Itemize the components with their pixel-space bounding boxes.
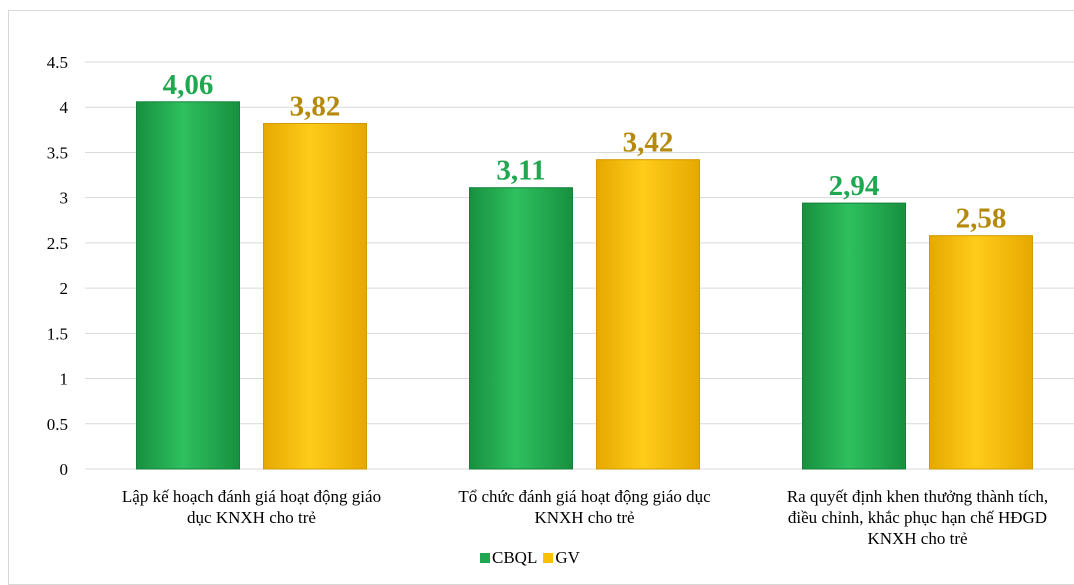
x-category-label: Tổ chức đánh giá hoạt động giáo dục KNXH… xyxy=(458,487,711,527)
legend-item-cbql: CBQL xyxy=(480,548,537,568)
y-axis-ticks: 0 0.5 1 1.5 2 2.5 3 3.5 4 4.5 xyxy=(47,53,69,479)
legend-item-gv: GV xyxy=(543,548,580,568)
data-label-gv-1: 3,42 xyxy=(623,127,674,159)
y-tick-label: 2.5 xyxy=(47,234,68,253)
data-labels: 4,06 3,82 3,11 3,42 2,94 2,58 xyxy=(163,69,1007,235)
bars xyxy=(136,101,1033,470)
data-label-cbql-0: 4,06 xyxy=(163,69,214,101)
y-tick-label: 1.5 xyxy=(47,324,68,343)
y-tick-label: 4 xyxy=(60,98,69,117)
data-label-cbql-2: 2,94 xyxy=(829,170,880,202)
bar-gv-0 xyxy=(263,123,367,470)
bar-gv-1 xyxy=(596,159,700,470)
data-label-cbql-1: 3,11 xyxy=(496,155,545,187)
legend-swatch-cbql-icon xyxy=(480,553,490,563)
data-label-gv-2: 2,58 xyxy=(956,203,1007,235)
y-tick-label: 0.5 xyxy=(47,415,68,434)
bar-gv-2 xyxy=(929,235,1033,470)
legend: CBQL GV xyxy=(480,548,586,568)
legend-label-gv: GV xyxy=(555,548,580,567)
gridlines xyxy=(85,61,1074,470)
y-tick-label: 1 xyxy=(60,370,69,389)
bar-cbql-1 xyxy=(469,187,573,470)
y-tick-label: 2 xyxy=(60,279,69,298)
legend-label-cbql: CBQL xyxy=(492,548,538,567)
y-tick-label: 4.5 xyxy=(47,53,68,72)
y-tick-label: 3 xyxy=(60,189,69,208)
y-tick-label: 0 xyxy=(60,460,69,479)
x-category-label: Lập kế hoạch đánh giá hoạt động giáo dục… xyxy=(121,487,382,527)
x-category-label: Ra quyết định khen thưởng thành tích, đi… xyxy=(786,487,1049,548)
bar-cbql-0 xyxy=(136,101,240,470)
legend-swatch-gv-icon xyxy=(543,553,554,563)
bar-cbql-2 xyxy=(802,202,906,470)
y-tick-label: 3.5 xyxy=(47,143,68,162)
data-label-gv-0: 3,82 xyxy=(290,91,341,123)
